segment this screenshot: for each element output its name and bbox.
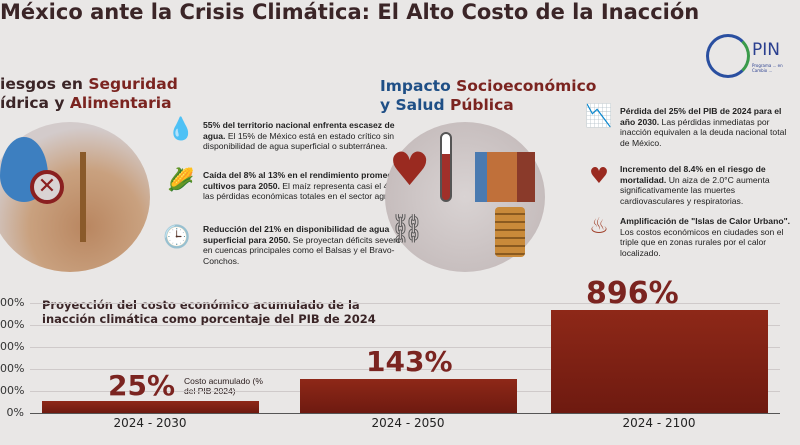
bar-2024-2100 (551, 310, 768, 413)
item-text: El 15% de México está en estado crítico … (203, 130, 395, 152)
item-bold: Pérdida del 25% del PIB de 2024 para el … (620, 106, 782, 127)
gridline (30, 347, 780, 348)
gridline (30, 369, 780, 370)
y-tick-label: 00% (0, 296, 25, 309)
right-heading-part: Pública (449, 96, 514, 114)
item-bold: Caída del 8% al 13% en el rendimiento pr… (203, 170, 413, 191)
chart-title: Proyección del costo económico acumulado… (42, 298, 376, 326)
y-tick-label: 00% (0, 340, 25, 353)
logo-subtitle: Programa ... en Cambio ... (752, 63, 783, 73)
thermometer-icon (440, 132, 452, 202)
bar-value-label: 143% (366, 345, 453, 378)
item-text: Se proyectan déficits severos en cuencas… (203, 234, 406, 266)
left-heading-part: iesgos en (0, 75, 89, 93)
gridline (30, 303, 780, 304)
water-drop-warning-icon: 💧 (167, 117, 195, 142)
right-item-3: Amplificación de "Islas de Calor Urbano"… (620, 216, 798, 258)
logo-text: PIN (752, 40, 780, 60)
left-heading-part: Seguridad (88, 75, 178, 93)
item-text: Un aiza de 2.0°C aumenta significativame… (620, 174, 770, 206)
corn-down-icon: 🌽 (167, 168, 195, 193)
right-heading: Impacto Socioeconómico y Salud Pública (380, 77, 596, 115)
x-tick-label: 2024 - 2050 (371, 416, 445, 430)
bar-2024-2050 (300, 378, 517, 413)
left-item-1: 55% del territorio nacional enfrenta esc… (203, 120, 413, 152)
left-item-2: Caída del 8% al 13% en el rendimiento pr… (203, 170, 413, 202)
right-heading-part: y Salud (380, 96, 450, 114)
logo-icon (706, 34, 750, 78)
prohibited-icon: ✕ (30, 170, 64, 204)
socioeconomic-illustration: ♥ ⛓ (385, 122, 545, 272)
right-heading-part: Socioeconómico (456, 77, 597, 95)
city-icon (475, 152, 535, 202)
item-bold: Amplificación de "Islas de Calor Urbano"… (620, 216, 791, 226)
left-heading: iesgos en Seguridad ídrica y Alimentaria (0, 75, 178, 113)
item-bold: Incremento del 8.4% en el riesgo de mort… (620, 164, 766, 185)
chart-annotation: Costo acumulado (% del PIB 2024) (184, 376, 263, 396)
x-tick-label: 2024 - 2100 (622, 416, 696, 430)
water-food-illustration: ✕ (0, 122, 150, 272)
bar-value-label: 25% (108, 369, 176, 402)
item-text: Los costos económicos en ciudades son el… (620, 226, 784, 258)
left-item-3: Reducción del 21% en disponibilidad de a… (203, 224, 413, 266)
river-clock-icon: 🕒 (163, 225, 191, 250)
gridline (30, 325, 780, 326)
item-text: El maíz representa casi el 40% de las pé… (203, 180, 413, 202)
coins-loss-icon: 📉 (585, 104, 613, 129)
right-item-2: Incremento del 8.4% en el riesgo de mort… (620, 164, 798, 206)
x-tick-label: 2024 - 2030 (113, 416, 187, 430)
item-bold: 55% del territorio nacional enfrenta esc… (203, 120, 395, 141)
right-heading-part: Impacto (380, 77, 457, 95)
y-tick-label: 0% (6, 406, 24, 419)
y-tick-label: 00% (0, 362, 25, 375)
x-axis (30, 413, 780, 414)
bar-2024-2030 (42, 400, 259, 413)
right-item-1: Pérdida del 25% del PIB de 2024 para el … (620, 106, 798, 148)
broken-chain-icon: ⛓ (389, 212, 425, 245)
heart-icon: ♥ (389, 142, 431, 196)
left-heading-part: ídrica y (0, 94, 70, 112)
item-text: Las pérdidas inmediatas por inacción equ… (620, 116, 787, 148)
urban-heat-icon: ♨ (589, 214, 609, 239)
y-tick-label: 00% (0, 318, 25, 331)
coins-icon (495, 207, 525, 257)
slide-title: México ante la Crisis Climática: El Alto… (0, 0, 700, 24)
item-bold: Reducción del 21% en disponibilidad de a… (203, 224, 390, 245)
bar-value-label: 896% (586, 276, 679, 311)
left-heading-part: Alimentaria (69, 94, 172, 112)
y-tick-label: 00% (0, 384, 25, 397)
dry-corn-icon (80, 152, 86, 242)
heart-thermometer-icon: ♥ (589, 164, 609, 189)
